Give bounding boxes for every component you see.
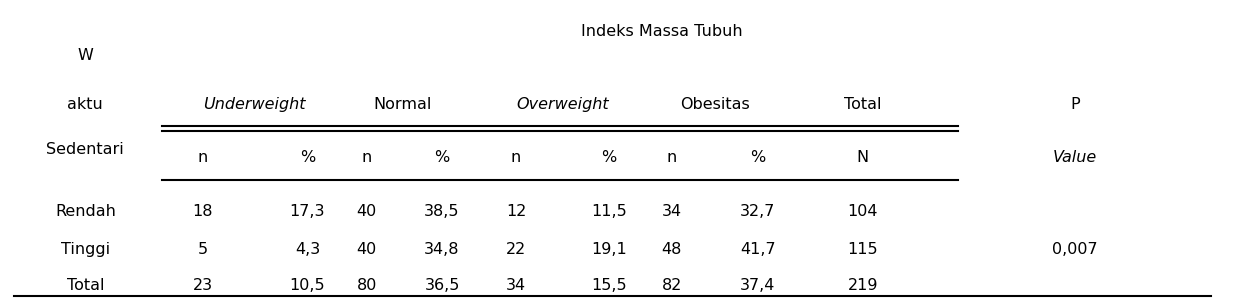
Text: 41,7: 41,7 (740, 241, 776, 257)
Text: 5: 5 (198, 241, 208, 257)
Text: 4,3: 4,3 (294, 241, 320, 257)
Text: 219: 219 (847, 278, 878, 293)
Text: 32,7: 32,7 (740, 204, 776, 219)
Text: %: % (299, 150, 315, 165)
Text: 22: 22 (506, 241, 526, 257)
Text: W: W (78, 48, 93, 63)
Text: 34,8: 34,8 (424, 241, 460, 257)
Text: Overweight: Overweight (517, 98, 610, 112)
Text: 40: 40 (356, 241, 377, 257)
Text: 18: 18 (192, 204, 213, 219)
Text: 34: 34 (506, 278, 526, 293)
Text: 80: 80 (356, 278, 377, 293)
Text: n: n (511, 150, 521, 165)
Text: %: % (434, 150, 449, 165)
Text: N: N (857, 150, 868, 165)
Text: aktu: aktu (68, 98, 103, 112)
Text: 19,1: 19,1 (591, 241, 626, 257)
Text: Total: Total (844, 98, 882, 112)
Text: 15,5: 15,5 (591, 278, 626, 293)
Text: 12: 12 (506, 204, 526, 219)
Text: 34: 34 (662, 204, 682, 219)
Text: 36,5: 36,5 (424, 278, 460, 293)
Text: P: P (1070, 98, 1080, 112)
Text: 11,5: 11,5 (591, 204, 626, 219)
Text: 82: 82 (662, 278, 682, 293)
Text: n: n (198, 150, 208, 165)
Text: 37,4: 37,4 (740, 278, 776, 293)
Text: Underweight: Underweight (203, 98, 306, 112)
Text: 17,3: 17,3 (289, 204, 325, 219)
Text: Indeks Massa Tubuh: Indeks Massa Tubuh (581, 24, 742, 39)
Text: 38,5: 38,5 (424, 204, 460, 219)
Text: 23: 23 (193, 278, 213, 293)
Text: 115: 115 (847, 241, 878, 257)
Text: 48: 48 (662, 241, 682, 257)
Text: Normal: Normal (374, 98, 432, 112)
Text: Value: Value (1053, 150, 1097, 165)
Text: Tinggi: Tinggi (61, 241, 110, 257)
Text: %: % (751, 150, 766, 165)
Text: 0,007: 0,007 (1053, 241, 1098, 257)
Text: Total: Total (67, 278, 104, 293)
Text: 104: 104 (847, 204, 878, 219)
Text: Obesitas: Obesitas (680, 98, 750, 112)
Text: Sedentari: Sedentari (47, 142, 124, 158)
Text: n: n (361, 150, 372, 165)
Text: n: n (667, 150, 677, 165)
Text: 10,5: 10,5 (289, 278, 325, 293)
Text: Rendah: Rendah (54, 204, 116, 219)
Text: 40: 40 (356, 204, 377, 219)
Text: %: % (601, 150, 616, 165)
